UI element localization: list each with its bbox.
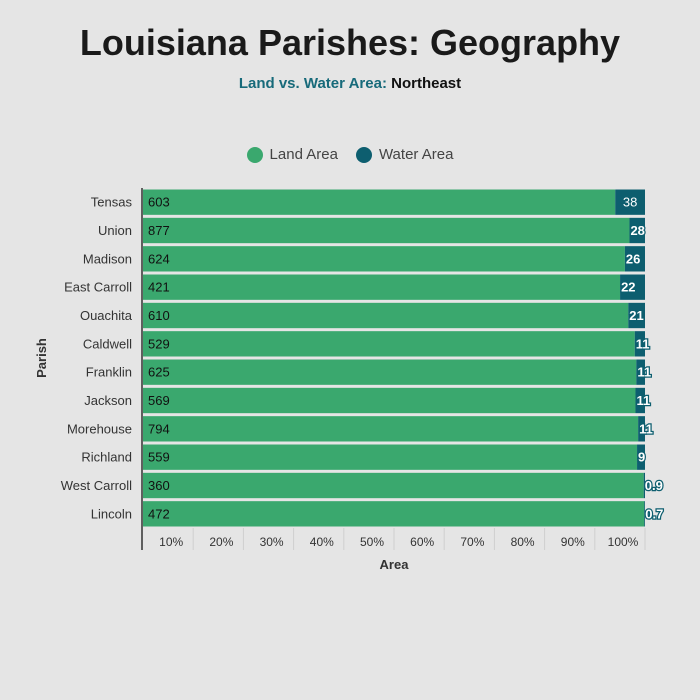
bar-water xyxy=(644,501,645,527)
x-tick-label: 100% xyxy=(608,535,639,549)
data-label-water: 11 xyxy=(637,365,651,380)
category-label: Morehouse xyxy=(67,421,132,436)
category-label: Franklin xyxy=(86,365,132,380)
bar-water xyxy=(628,302,645,329)
legend-item-water[interactable]: Water Area xyxy=(355,146,454,163)
data-label-land: 624 xyxy=(148,251,170,266)
data-label-water: 11 xyxy=(636,336,650,351)
bar-water xyxy=(637,444,645,470)
category-label: Tensas xyxy=(91,195,133,210)
legend-label-land: Land Area xyxy=(269,146,338,163)
bar-land xyxy=(143,472,644,499)
data-label-land: 360 xyxy=(148,478,170,493)
data-label-land: 472 xyxy=(148,506,170,521)
y-axis-title: Parish xyxy=(34,338,49,378)
bar-land xyxy=(143,387,636,414)
subtitle-region: Northeast xyxy=(391,75,462,92)
bar-land xyxy=(143,246,625,272)
legend-item-land[interactable]: Land Area xyxy=(246,146,338,163)
bar-land xyxy=(143,501,645,527)
data-label-water: 38 xyxy=(623,195,637,210)
bar-land xyxy=(143,274,621,300)
data-label-land: 603 xyxy=(148,195,170,210)
legend-swatch-water xyxy=(355,146,372,163)
data-label-water: 28 xyxy=(630,223,644,238)
data-label-water: 21 xyxy=(629,308,643,323)
bar-land xyxy=(143,302,629,329)
bar-land xyxy=(143,331,635,357)
data-label-land: 569 xyxy=(148,393,170,408)
data-label-water: 11 xyxy=(639,421,653,436)
subtitle-label: Land vs. Water Area: xyxy=(238,75,387,92)
bar-water xyxy=(636,359,645,385)
category-label: Lincoln xyxy=(91,506,132,521)
bar-land xyxy=(143,416,639,442)
x-tick-label: 30% xyxy=(260,535,284,549)
x-tick-label: 80% xyxy=(511,535,535,549)
category-label: Richland xyxy=(81,450,132,465)
chart-subtitle: Land vs. Water Area: Northeast xyxy=(0,75,700,92)
data-label-water: 22 xyxy=(621,280,635,295)
x-tick-label: 70% xyxy=(460,535,484,549)
legend-label-water: Water Area xyxy=(378,146,454,163)
data-label-land: 794 xyxy=(148,421,170,436)
bar-water xyxy=(620,274,645,300)
bar-water xyxy=(624,246,645,272)
data-label-water: 0.9 xyxy=(645,478,663,493)
data-label-land: 421 xyxy=(148,280,170,295)
data-label-water: 11 xyxy=(636,393,650,408)
bar-water xyxy=(615,189,645,215)
bar-water xyxy=(643,472,645,499)
chart-title: Louisiana Parishes: Geography xyxy=(79,22,621,63)
category-label: West Carroll xyxy=(61,478,132,493)
x-tick-label: 20% xyxy=(209,535,233,549)
bar-land xyxy=(143,444,638,470)
bar-water xyxy=(629,217,645,244)
x-tick-label: 50% xyxy=(360,535,384,549)
x-tick-label: 90% xyxy=(561,535,585,549)
data-label-land: 529 xyxy=(148,336,170,351)
chart-legend: Land Area Water Area xyxy=(0,146,700,163)
bar-water xyxy=(634,331,645,357)
category-label: East Carroll xyxy=(64,280,132,295)
data-label-water: 0.7 xyxy=(645,506,663,521)
x-tick-label: 10% xyxy=(159,535,183,549)
data-label-land: 625 xyxy=(148,365,170,380)
category-label: Jackson xyxy=(84,393,132,408)
data-label-land: 877 xyxy=(148,223,170,238)
x-axis-title: Area xyxy=(380,557,410,572)
data-label-water: 9 xyxy=(638,450,645,465)
data-label-water: 26 xyxy=(626,251,640,266)
data-label-land: 559 xyxy=(148,450,170,465)
category-label: Union xyxy=(98,223,132,238)
bar-land xyxy=(143,189,616,215)
category-label: Madison xyxy=(83,251,132,266)
bar-land xyxy=(143,217,630,244)
bar-water xyxy=(635,387,645,414)
bar-water xyxy=(638,416,645,442)
x-tick-label: 60% xyxy=(410,535,434,549)
data-label-land: 610 xyxy=(148,308,170,323)
bar-land xyxy=(143,359,637,385)
legend-swatch-land xyxy=(246,146,263,163)
category-label: Ouachita xyxy=(80,308,133,323)
category-label: Caldwell xyxy=(83,336,132,351)
x-tick-label: 40% xyxy=(310,535,334,549)
